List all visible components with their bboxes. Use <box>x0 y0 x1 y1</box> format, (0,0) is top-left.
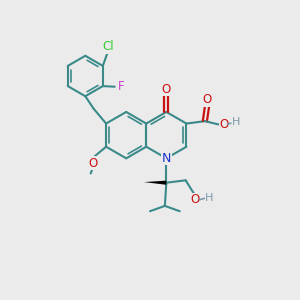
Text: O: O <box>191 194 200 206</box>
Text: O: O <box>162 83 171 96</box>
Text: Cl: Cl <box>103 40 114 53</box>
Text: O: O <box>219 118 229 130</box>
Text: H: H <box>205 193 213 202</box>
Text: H: H <box>232 117 240 128</box>
Text: F: F <box>118 80 124 93</box>
Text: O: O <box>202 93 212 106</box>
Text: N: N <box>162 152 171 165</box>
Text: O: O <box>89 157 98 169</box>
Polygon shape <box>144 181 166 185</box>
